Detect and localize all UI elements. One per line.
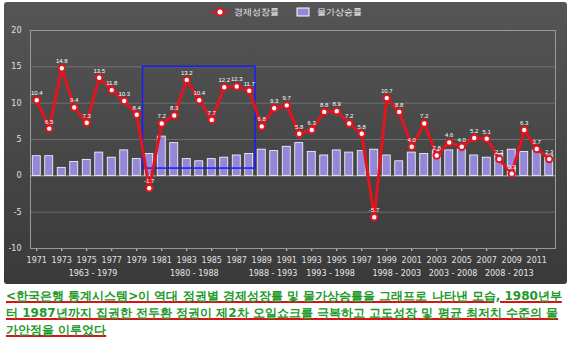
svg-text:0.3: 0.3 xyxy=(508,164,517,170)
svg-text:-10: -10 xyxy=(8,244,21,253)
svg-text:9.3: 9.3 xyxy=(270,98,279,104)
svg-text:-1.7: -1.7 xyxy=(144,178,155,184)
svg-text:2.3: 2.3 xyxy=(545,149,554,155)
svg-text:0: 0 xyxy=(16,171,21,180)
svg-text:7.2: 7.2 xyxy=(345,113,354,119)
svg-text:6.3: 6.3 xyxy=(308,120,317,126)
svg-text:13.5: 13.5 xyxy=(93,68,105,74)
svg-text:10.4: 10.4 xyxy=(31,90,43,96)
svg-text:1998 - 2003: 1998 - 2003 xyxy=(372,269,421,278)
svg-text:-5.7: -5.7 xyxy=(369,207,380,213)
svg-text:6.3: 6.3 xyxy=(520,120,529,126)
svg-text:7.7: 7.7 xyxy=(208,110,217,116)
svg-text:3.7: 3.7 xyxy=(533,139,542,145)
svg-text:5.1: 5.1 xyxy=(483,129,492,135)
svg-text:1991: 1991 xyxy=(277,256,297,265)
svg-text:1981: 1981 xyxy=(152,256,172,265)
svg-text:2005: 2005 xyxy=(452,256,472,265)
svg-text:5.2: 5.2 xyxy=(470,128,479,134)
svg-text:9.4: 9.4 xyxy=(70,97,79,103)
svg-text:8.9: 8.9 xyxy=(333,101,342,107)
svg-text:8.4: 8.4 xyxy=(133,105,142,111)
svg-text:5.8: 5.8 xyxy=(358,124,367,130)
svg-text:1975: 1975 xyxy=(77,256,97,265)
html-text:물가상승률: 물가상승률 xyxy=(316,6,362,17)
svg-text:1988 - 1993: 1988 - 1993 xyxy=(249,269,298,278)
svg-text:14.8: 14.8 xyxy=(56,58,68,64)
svg-text:1987: 1987 xyxy=(227,256,247,265)
html-text:<한국은행 통계시스템>이 역대 정권별 경제성장률 및 물: <한국은행 통계시스템>이 역대 정권별 경제성장률 및 물가상승률을 그래프로… xyxy=(6,289,562,337)
svg-text:-5: -5 xyxy=(14,208,22,217)
svg-text:7.2: 7.2 xyxy=(420,113,429,119)
svg-text:4.0: 4.0 xyxy=(458,137,467,143)
svg-text:1989: 1989 xyxy=(252,256,272,265)
svg-text:2007: 2007 xyxy=(477,256,497,265)
svg-text:6.5: 6.5 xyxy=(45,119,54,125)
svg-text:1979: 1979 xyxy=(127,256,147,265)
svg-text:1983: 1983 xyxy=(177,256,197,265)
svg-text:12.3: 12.3 xyxy=(231,76,243,82)
svg-text:1993: 1993 xyxy=(302,256,322,265)
svg-text:4.6: 4.6 xyxy=(445,132,454,138)
svg-text:1980 - 1988: 1980 - 1988 xyxy=(170,269,219,278)
svg-text:5.8: 5.8 xyxy=(295,124,304,130)
svg-text:10: 10 xyxy=(11,99,21,108)
html-text:경제성장률: 경제성장률 xyxy=(233,6,279,17)
svg-text:2001: 2001 xyxy=(402,256,422,265)
svg-text:20: 20 xyxy=(11,26,21,35)
svg-text:1985: 1985 xyxy=(202,256,222,265)
svg-text:1973: 1973 xyxy=(52,256,72,265)
svg-text:1995: 1995 xyxy=(327,256,347,265)
svg-text:12.2: 12.2 xyxy=(218,77,230,83)
svg-text:1963 - 1979: 1963 - 1979 xyxy=(69,269,118,278)
svg-text:1999: 1999 xyxy=(377,256,397,265)
svg-text:2.8: 2.8 xyxy=(433,145,442,151)
svg-text:8.8: 8.8 xyxy=(320,102,329,108)
svg-text:2011: 2011 xyxy=(527,256,547,265)
svg-text:6.8: 6.8 xyxy=(258,116,267,122)
svg-text:1993 - 1998: 1993 - 1998 xyxy=(306,269,355,278)
svg-text:8.3: 8.3 xyxy=(170,105,179,111)
svg-text:2008 - 2013: 2008 - 2013 xyxy=(485,269,534,278)
svg-text:11.7: 11.7 xyxy=(244,81,256,87)
svg-text:1977: 1977 xyxy=(102,256,122,265)
svg-text:2.3: 2.3 xyxy=(495,149,504,155)
svg-text:1971: 1971 xyxy=(27,256,47,265)
svg-text:9.7: 9.7 xyxy=(283,95,292,101)
svg-text:1997: 1997 xyxy=(352,256,372,265)
svg-text:13.2: 13.2 xyxy=(181,70,193,76)
svg-text:15: 15 xyxy=(11,62,21,71)
svg-text:2009: 2009 xyxy=(502,256,522,265)
svg-text:10.7: 10.7 xyxy=(381,88,393,94)
svg-text:8.8: 8.8 xyxy=(395,102,404,108)
svg-text:10.4: 10.4 xyxy=(193,90,205,96)
svg-text:4.0: 4.0 xyxy=(408,137,417,143)
svg-text:10.3: 10.3 xyxy=(118,91,130,97)
svg-text:7.3: 7.3 xyxy=(83,113,92,119)
svg-text:11.8: 11.8 xyxy=(106,80,118,86)
svg-text:2003: 2003 xyxy=(427,256,447,265)
svg-text:5: 5 xyxy=(16,135,21,144)
svg-text:7.2: 7.2 xyxy=(158,113,167,119)
svg-text:2003 - 2008: 2003 - 2008 xyxy=(429,269,478,278)
